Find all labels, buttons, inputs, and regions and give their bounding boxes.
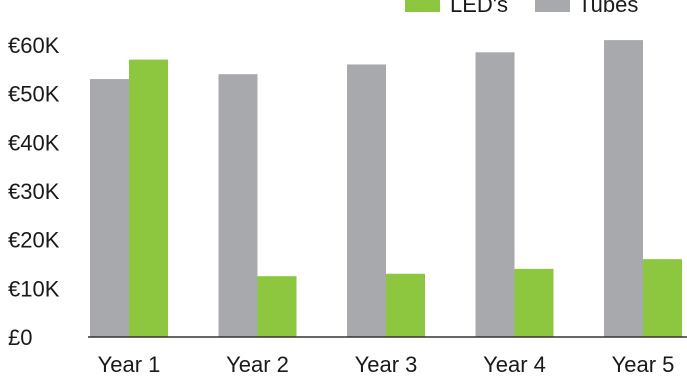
legend: LED's Tubes	[405, 0, 638, 17]
x-tick-label: Year 3	[355, 352, 418, 377]
x-tick-label: Year 2	[226, 352, 289, 377]
y-tick-label: £0	[8, 325, 32, 350]
bars	[90, 40, 682, 338]
bar-leds-year-5	[643, 259, 682, 337]
y-tick-label: €20K	[8, 228, 60, 253]
y-tick-label: €30K	[8, 179, 60, 204]
legend-swatch	[535, 0, 570, 12]
x-axis: Year 1 Year 2 Year 3 Year 4 Year 5	[98, 352, 675, 377]
x-tick-label: Year 5	[612, 352, 675, 377]
y-tick-label: €50K	[8, 82, 60, 107]
bar-tubes-year-5	[604, 40, 643, 338]
legend-label: Tubes	[578, 0, 638, 17]
bar-tubes-year-2	[218, 74, 258, 337]
bar-leds-year-3	[386, 273, 425, 337]
x-tick-label: Year 1	[98, 352, 161, 377]
bar-leds-year-1	[129, 59, 168, 337]
y-tick-label: €40K	[8, 130, 60, 155]
bar-leds-year-4	[514, 268, 554, 337]
bar-leds-year-2	[257, 276, 297, 337]
y-tick-label: €10K	[8, 276, 60, 301]
legend-label: LED's	[450, 0, 508, 17]
bar-tubes-year-3	[347, 64, 386, 337]
x-tick-label: Year 4	[483, 352, 546, 377]
y-axis: £0 €10K €20K €30K €40K €50K €60K	[8, 33, 60, 350]
legend-swatch	[405, 0, 440, 12]
y-tick-label: €60K	[8, 33, 60, 58]
bar-tubes-year-4	[475, 52, 515, 338]
bar-tubes-year-1	[90, 79, 129, 338]
